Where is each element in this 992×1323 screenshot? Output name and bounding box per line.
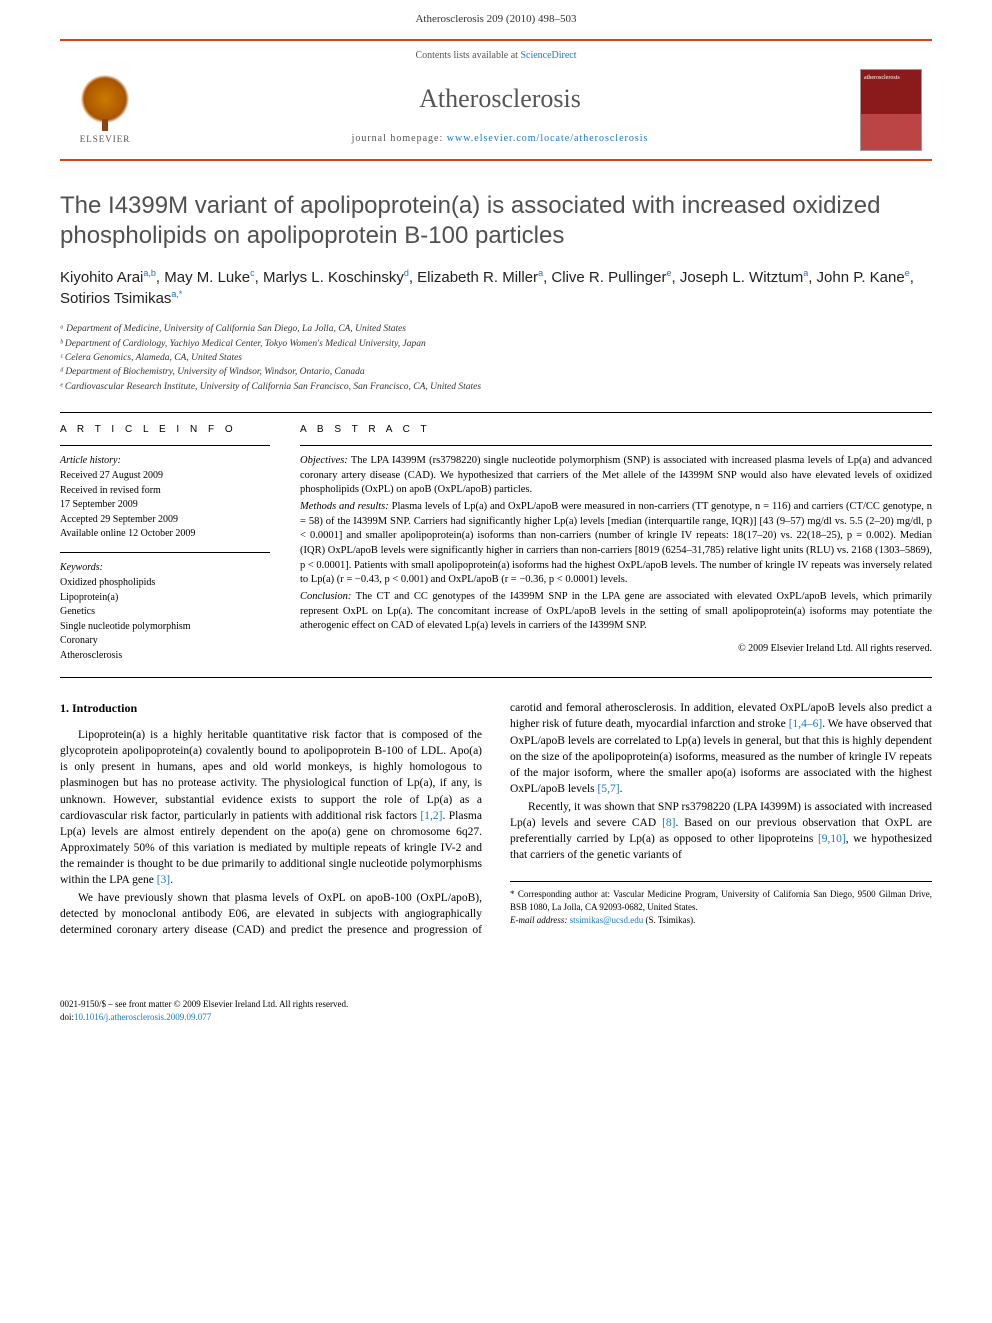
citation-link[interactable]: [8]	[662, 817, 675, 829]
page-running-header: Atherosclerosis 209 (2010) 498–503	[0, 0, 992, 35]
article-history: Article history: Received 27 August 2009…	[60, 454, 270, 542]
contents-available-line: Contents lists available at ScienceDirec…	[60, 49, 932, 63]
article-info-column: A R T I C L E I N F O Article history: R…	[60, 423, 270, 664]
section-divider	[60, 412, 932, 413]
elsevier-tree-icon	[80, 75, 130, 122]
affiliation-item: ᶜ Celera Genomics, Alameda, CA, United S…	[60, 352, 932, 365]
sciencedirect-link[interactable]: ScienceDirect	[520, 50, 576, 61]
intro-paragraph-3: Recently, it was shown that SNP rs379822…	[510, 799, 932, 863]
history-line: Received 27 August 2009	[60, 469, 270, 484]
elsevier-label: ELSEVIER	[80, 133, 131, 146]
keyword-item: Coronary	[60, 634, 270, 649]
journal-banner: Contents lists available at ScienceDirec…	[60, 39, 932, 161]
abstract-column: A B S T R A C T Objectives: The LPA I439…	[300, 423, 932, 664]
intro-p1-c: .	[170, 874, 173, 886]
info-divider	[60, 445, 270, 446]
elsevier-logo: ELSEVIER	[70, 75, 140, 145]
info-divider	[60, 552, 270, 553]
abstract-body-divider	[60, 677, 932, 678]
affiliation-item: ᵇ Department of Cardiology, Yachiyo Medi…	[60, 338, 932, 351]
front-matter-line: 0021-9150/$ – see front matter © 2009 El…	[60, 998, 932, 1011]
article-body: 1. Introduction Lipoprotein(a) is a high…	[60, 700, 932, 938]
conclusion-text: The CT and CC genotypes of the I4399M SN…	[300, 591, 932, 631]
keywords-label: Keywords:	[60, 561, 270, 576]
objectives-label: Objectives:	[300, 455, 348, 466]
citation-link[interactable]: [9,10]	[818, 833, 846, 845]
keyword-item: Atherosclerosis	[60, 649, 270, 664]
affiliation-item: ᵈ Department of Biochemistry, University…	[60, 366, 932, 379]
contents-text: Contents lists available at	[415, 50, 520, 61]
history-line: Available online 12 October 2009	[60, 527, 270, 542]
corresponding-email-link[interactable]: stsimikas@ucsd.edu	[570, 915, 644, 925]
citation-link[interactable]: [5,7]	[598, 783, 620, 795]
intro-p1-a: Lipoprotein(a) is a highly heritable qua…	[60, 729, 482, 821]
intro-p2-c: .	[620, 783, 623, 795]
page-footer: 0021-9150/$ – see front matter © 2009 El…	[60, 992, 932, 1023]
email-suffix: (S. Tsimikas).	[643, 915, 695, 925]
doi-link[interactable]: 10.1016/j.atherosclerosis.2009.09.077	[74, 1012, 211, 1022]
article-info-heading: A R T I C L E I N F O	[60, 423, 270, 437]
history-line: 17 September 2009	[60, 498, 270, 513]
abstract-body: Objectives: The LPA I4399M (rs3798220) s…	[300, 454, 932, 656]
methods-label: Methods and results:	[300, 501, 389, 512]
objectives-text: The LPA I4399M (rs3798220) single nucleo…	[300, 455, 932, 495]
citation-link[interactable]: [1,2]	[420, 810, 442, 822]
journal-name: Atherosclerosis	[140, 81, 860, 117]
keyword-item: Single nucleotide polymorphism	[60, 620, 270, 635]
homepage-prefix: journal homepage:	[352, 133, 447, 144]
affiliation-item: ᵃ Department of Medicine, University of …	[60, 323, 932, 336]
journal-homepage-link[interactable]: www.elsevier.com/locate/atherosclerosis	[447, 133, 649, 144]
author-list: Kiyohito Araia,b, May M. Lukec, Marlys L…	[60, 267, 932, 309]
affiliation-item: ᵉ Cardiovascular Research Institute, Uni…	[60, 381, 932, 394]
keywords-block: Keywords: Oxidized phospholipidsLipoprot…	[60, 561, 270, 664]
corresponding-text: Corresponding author at: Vascular Medici…	[510, 889, 932, 912]
intro-heading: 1. Introduction	[60, 700, 482, 717]
affiliation-list: ᵃ Department of Medicine, University of …	[60, 323, 932, 393]
keyword-item: Oxidized phospholipids	[60, 576, 270, 591]
email-label: E-mail address:	[510, 915, 570, 925]
citation-link[interactable]: [1,4–6]	[789, 718, 823, 730]
article-title: The I4399M variant of apolipoprotein(a) …	[60, 191, 932, 251]
corresponding-author-block: * Corresponding author at: Vascular Medi…	[510, 881, 932, 926]
abstract-divider	[300, 445, 932, 446]
keyword-item: Genetics	[60, 605, 270, 620]
methods-text: Plasma levels of Lp(a) and OxPL/apoB wer…	[300, 501, 932, 585]
journal-homepage-line: journal homepage: www.elsevier.com/locat…	[140, 132, 860, 146]
citation-link[interactable]: [3]	[157, 874, 170, 886]
abstract-copyright: © 2009 Elsevier Ireland Ltd. All rights …	[300, 642, 932, 656]
history-line: Accepted 29 September 2009	[60, 513, 270, 528]
abstract-heading: A B S T R A C T	[300, 423, 932, 437]
doi-label: doi:	[60, 1012, 74, 1022]
history-line: Received in revised form	[60, 484, 270, 499]
keyword-item: Lipoprotein(a)	[60, 591, 270, 606]
intro-paragraph-1: Lipoprotein(a) is a highly heritable qua…	[60, 727, 482, 888]
journal-cover-thumbnail	[860, 69, 922, 151]
conclusion-label: Conclusion:	[300, 591, 351, 602]
history-label: Article history:	[60, 454, 270, 469]
